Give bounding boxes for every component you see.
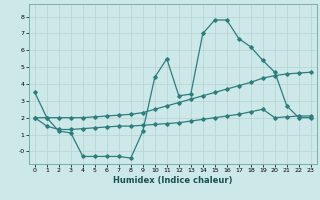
- X-axis label: Humidex (Indice chaleur): Humidex (Indice chaleur): [113, 176, 233, 185]
